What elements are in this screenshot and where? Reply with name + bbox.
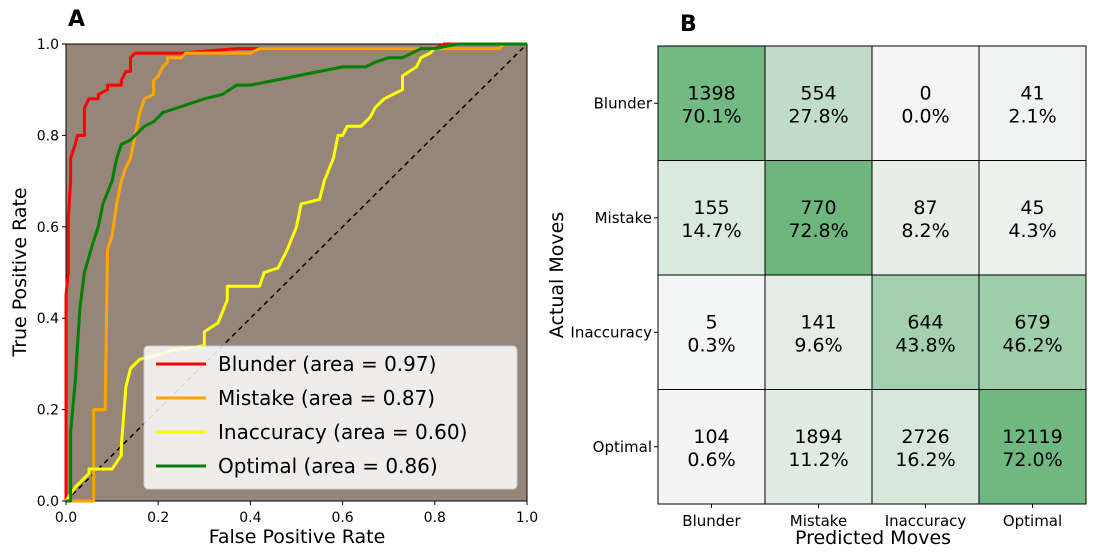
x-tick-label: 0.4 <box>239 510 261 526</box>
cm-cell-percent: 4.3% <box>1008 220 1056 242</box>
roc-y-axis-title: True Positive Rate <box>9 187 31 357</box>
cm-cell-percent: 70.1% <box>681 105 741 127</box>
roc-x-axis-title: False Positive Rate <box>209 526 386 548</box>
y-tick-label: 0.0 <box>37 494 59 510</box>
y-tick-label: 1.0 <box>37 37 59 53</box>
cm-cell-percent: 27.8% <box>788 105 848 127</box>
cm-cell <box>657 274 766 390</box>
cm-cell-percent: 9.6% <box>794 334 842 356</box>
x-tick-label: 0.6 <box>331 510 353 526</box>
cm-cell <box>871 45 980 161</box>
cm-cell-percent: 72.8% <box>788 220 848 242</box>
cm-cell-count: 679 <box>1014 311 1050 333</box>
roc-curve-inaccuracy <box>64 42 527 502</box>
roc-chart: 0.0 0.2 0.4 0.6 0.8 1.0 0.0 0.2 0.4 0.6 0.8 1.0 Fal… <box>9 37 538 548</box>
diagonal-line <box>65 43 528 502</box>
cm-cell-count: 87 <box>913 197 937 219</box>
cm-cell-percent: 0.6% <box>687 449 735 471</box>
cm-cell <box>978 160 1087 276</box>
cm-cell-percent: 8.2% <box>901 220 949 242</box>
cm-cell-percent: 46.2% <box>1002 334 1062 356</box>
legend-box <box>143 345 518 490</box>
roc-curve-blunder <box>64 42 527 501</box>
x-tick-label: 0.0 <box>55 510 77 526</box>
cm-x-axis-title: Predicted Moves <box>795 527 951 549</box>
cm-cell <box>657 389 766 505</box>
cm-cell-count: 1894 <box>794 426 842 448</box>
cm-col-label: Blunder <box>682 512 741 530</box>
cm-cell-count: 770 <box>800 197 836 219</box>
roc-curve-optimal <box>66 42 527 503</box>
cm-cell-count: 104 <box>693 426 729 448</box>
cm-col-label: Mistake <box>790 512 847 530</box>
legend-entry: Blunder (area = 0.97) <box>218 352 436 376</box>
cm-cell-percent: 2.1% <box>1008 105 1056 127</box>
roc-axes: 0.0 0.2 0.4 0.6 0.8 1.0 0.0 0.2 0.4 0.6 0.8 1.0 <box>37 37 538 526</box>
cm-cell <box>978 274 1087 390</box>
cm-cell-count: 141 <box>800 311 836 333</box>
cm-cell-percent: 11.2% <box>788 449 848 471</box>
roc-legend: Blunder (area = 0.97) Mistake (area = 0.8… <box>143 345 518 490</box>
cm-cell-count: 41 <box>1020 82 1044 104</box>
cm-cell-percent: 0.3% <box>687 334 735 356</box>
confusion-matrix-axes: Blunder Mistake Inaccuracy Optimal Blunder Mi… <box>570 94 1062 530</box>
cm-cell <box>657 45 766 161</box>
cm-cell <box>978 389 1087 505</box>
confusion-matrix-cells: 139870.1%55427.8%00.0%412.1%15514.7%7707… <box>657 45 1087 505</box>
diagonal-reference-line <box>65 43 528 502</box>
y-tick-label: 0.4 <box>37 311 59 327</box>
cm-col-label: Inaccuracy <box>885 512 967 530</box>
cm-cell <box>978 45 1087 161</box>
roc-curves <box>64 42 527 503</box>
cm-cell-percent: 72.0% <box>1002 449 1062 471</box>
panel-a-label: A <box>68 7 85 32</box>
cm-cell-count: 2726 <box>901 426 949 448</box>
y-tick-label: 0.8 <box>37 128 59 144</box>
cm-cell-count: 5 <box>705 311 717 333</box>
y-tick-label: 0.2 <box>37 403 59 419</box>
cm-cell-percent: 16.2% <box>895 449 955 471</box>
legend-entry: Inaccuracy (area = 0.60) <box>218 420 467 444</box>
cm-cell <box>871 160 980 276</box>
cm-cell <box>764 274 873 390</box>
cm-cell-percent: 43.8% <box>895 334 955 356</box>
cm-y-axis-title: Actual Moves <box>546 212 568 338</box>
x-tick-label: 0.2 <box>147 510 169 526</box>
cm-row-label: Inaccuracy <box>570 323 652 341</box>
roc-curve-mistake <box>66 42 527 503</box>
cm-cell-count: 0 <box>919 82 931 104</box>
cm-cell <box>657 160 766 276</box>
legend-entry: Mistake (area = 0.87) <box>218 386 435 410</box>
x-tick-label: 1.0 <box>516 510 538 526</box>
legend-entry: Optimal (area = 0.86) <box>218 454 438 478</box>
x-tick-label: 0.8 <box>424 510 446 526</box>
cm-cell-count: 45 <box>1020 197 1044 219</box>
cm-cell <box>871 274 980 390</box>
cm-cell-count: 554 <box>800 82 836 104</box>
cm-cell <box>764 160 873 276</box>
cm-row-label: Blunder <box>594 94 653 112</box>
y-tick-label: 0.6 <box>37 220 59 236</box>
panel-b-label: B <box>680 12 697 37</box>
cm-row-label: Optimal <box>593 438 652 456</box>
cm-cell-count: 155 <box>693 197 729 219</box>
cm-cell-count: 644 <box>907 311 943 333</box>
cm-cell-percent: 0.0% <box>901 105 949 127</box>
cm-cell <box>871 389 980 505</box>
cm-cell <box>764 389 873 505</box>
cm-col-label: Optimal <box>1003 512 1062 530</box>
confusion-matrix: 139870.1%55427.8%00.0%412.1%15514.7%7707… <box>546 45 1087 549</box>
cm-cell-count: 12119 <box>1002 426 1062 448</box>
cm-cell-percent: 14.7% <box>681 220 741 242</box>
cm-cell-count: 1398 <box>687 82 735 104</box>
cm-row-label: Mistake <box>595 209 652 227</box>
